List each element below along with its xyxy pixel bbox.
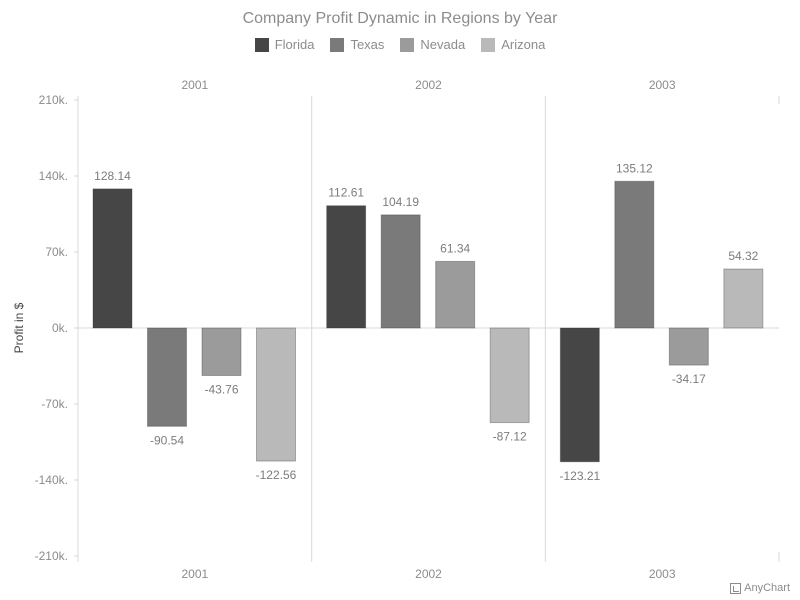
bar-texas-2003 xyxy=(614,180,655,329)
legend-item-arizona[interactable]: Arizona xyxy=(481,37,545,52)
y-axis-title: Profit in $ xyxy=(12,302,26,353)
bar-texas-2001 xyxy=(147,327,187,427)
legend-swatch-florida xyxy=(254,37,269,52)
chart-title: Company Profit Dynamic in Regions by Yea… xyxy=(242,10,558,27)
data-label: -43.76 xyxy=(204,383,238,397)
data-label: -123.21 xyxy=(559,469,600,483)
bar-florida-2002 xyxy=(326,205,367,329)
y-tick-label: 210k. xyxy=(39,93,68,107)
legend-label-florida: Florida xyxy=(274,37,315,52)
legend-swatch-nevada xyxy=(400,37,415,52)
legend: Florida Texas Nevada Arizona xyxy=(0,37,800,52)
credits-label: AnyChart xyxy=(744,582,790,594)
bar-nevada-2001 xyxy=(201,327,242,377)
y-tick-label: -140k. xyxy=(35,473,68,487)
category-label-bottom: 2002 xyxy=(415,567,442,581)
category-label-top: 2001 xyxy=(181,78,208,92)
data-label: -122.56 xyxy=(256,468,297,482)
data-label: 54.32 xyxy=(728,249,758,263)
credits-link[interactable]: AnyChart xyxy=(730,582,790,594)
y-tick-label: 0k. xyxy=(52,321,68,335)
bar-nevada-2003 xyxy=(668,327,709,366)
bar-florida-2001 xyxy=(92,188,133,329)
category-label-bottom: 2003 xyxy=(649,567,676,581)
data-label: 112.61 xyxy=(328,186,364,200)
y-tick-label: 70k. xyxy=(45,245,68,259)
y-tick-label: -210k. xyxy=(35,549,68,563)
legend-item-texas[interactable]: Texas xyxy=(330,37,384,52)
chart-icon xyxy=(730,582,742,594)
legend-label-arizona: Arizona xyxy=(501,37,546,52)
data-label: -87.12 xyxy=(493,430,527,444)
y-tick-label: 140k. xyxy=(39,169,68,183)
legend-label-texas: Texas xyxy=(350,37,385,52)
data-label: 135.12 xyxy=(616,161,653,175)
bar-arizona-2001 xyxy=(256,327,296,462)
data-label: 61.34 xyxy=(440,241,470,255)
legend-item-florida[interactable]: Florida xyxy=(254,37,315,52)
bar-florida-2003 xyxy=(559,327,600,463)
legend-label-nevada: Nevada xyxy=(420,37,466,52)
data-label: -34.17 xyxy=(672,372,706,386)
data-label: -90.54 xyxy=(150,433,184,447)
bar-arizona-2002 xyxy=(489,327,530,424)
bar-texas-2002 xyxy=(380,214,421,329)
category-label-top: 2003 xyxy=(649,78,676,92)
data-label: 128.14 xyxy=(94,169,131,183)
data-label: 104.19 xyxy=(382,195,419,209)
y-tick-label: -70k. xyxy=(41,397,68,411)
legend-swatch-arizona xyxy=(481,37,496,52)
bar-arizona-2003 xyxy=(723,268,764,329)
bar-nevada-2002 xyxy=(435,260,476,329)
legend-item-nevada[interactable]: Nevada xyxy=(400,37,465,52)
category-label-bottom: 2001 xyxy=(181,567,208,581)
legend-swatch-texas xyxy=(330,37,345,52)
category-label-top: 2002 xyxy=(415,78,442,92)
